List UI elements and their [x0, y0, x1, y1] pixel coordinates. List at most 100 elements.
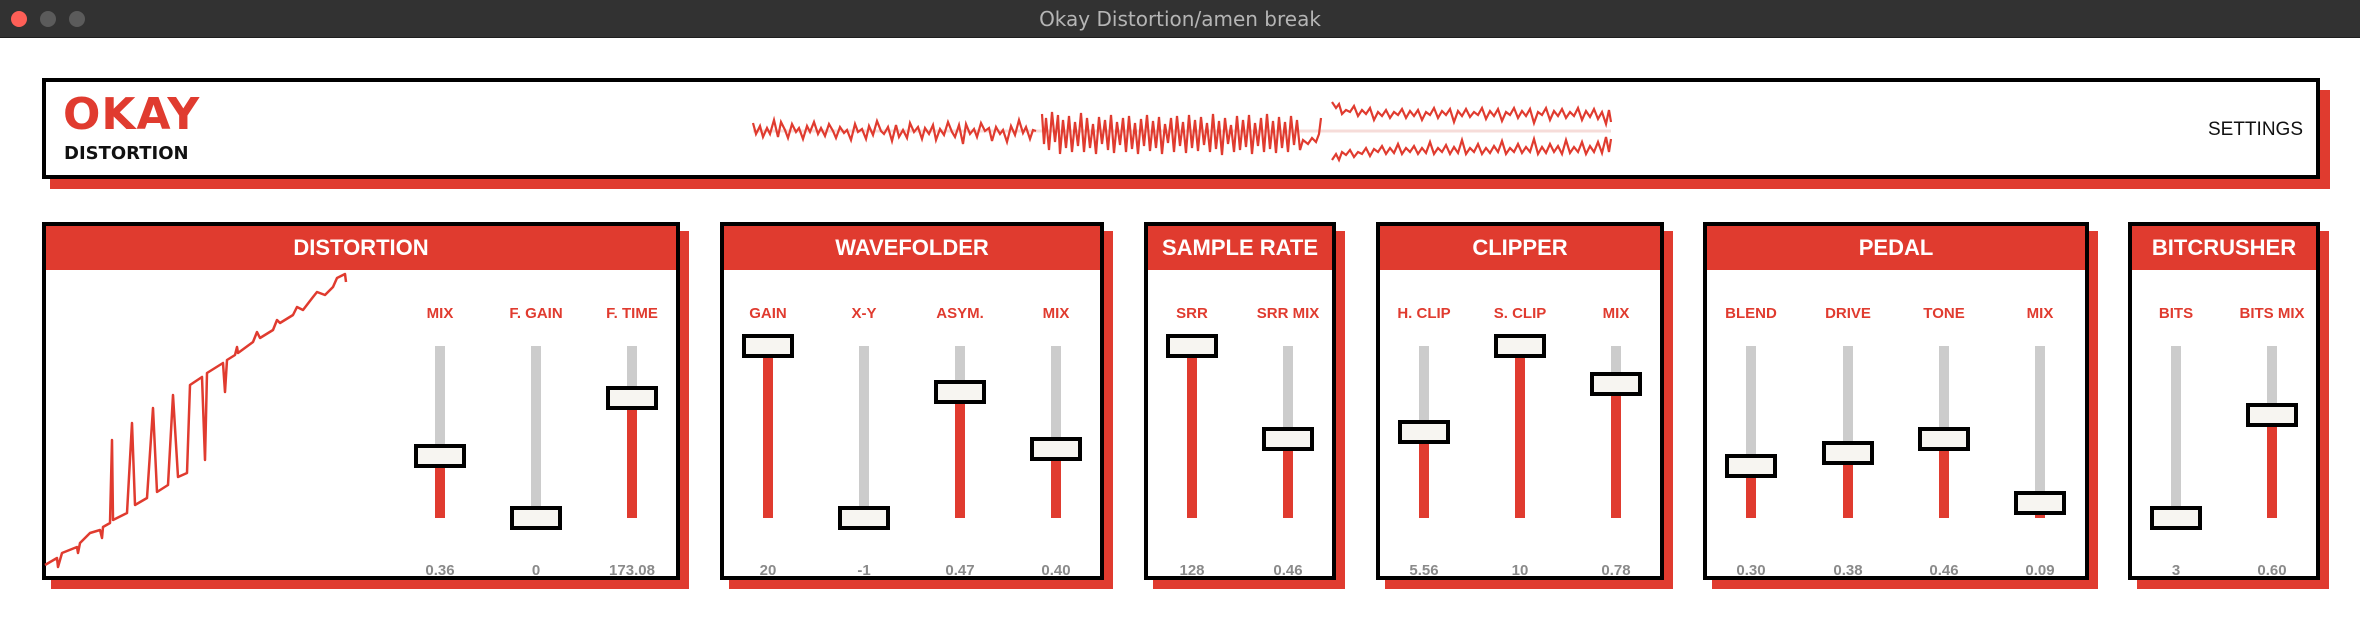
- wavefolder-asym-label: ASYM.: [936, 305, 984, 322]
- distortion-mix-slider-track[interactable]: [435, 346, 445, 518]
- wavefolder-x-y-label: X-Y: [851, 305, 877, 322]
- sample-rate-srr-mix-slider-thumb[interactable]: [1262, 426, 1314, 451]
- bitcrusher-bits-value: 3: [2171, 562, 2181, 579]
- clipper-s-clip-slider-track[interactable]: [1515, 346, 1525, 518]
- sample-rate-panel-title: SAMPLE RATE: [1148, 226, 1332, 270]
- sample-rate-srr-slider-fill: [1187, 346, 1197, 518]
- pedal-drive-slider-thumb[interactable]: [1822, 440, 1874, 465]
- waveform-section-2: [1040, 111, 1323, 156]
- distortion-f-time-value: 173.08: [609, 562, 655, 579]
- pedal-blend-slider-track[interactable]: [1746, 346, 1756, 518]
- sample-rate-srr-mix-value: 0.46: [1273, 562, 1303, 579]
- wavefolder-gain-slider-thumb[interactable]: [742, 334, 794, 358]
- settings-button[interactable]: SETTINGS: [2207, 119, 2303, 140]
- wavefolder-mix-slider-track[interactable]: [1051, 346, 1061, 518]
- window-titlebar: Okay Distortion/amen break: [0, 0, 2360, 38]
- pedal-mix-label: MIX: [2026, 305, 2054, 322]
- maximize-window-button[interactable]: [69, 11, 85, 27]
- wavefolder-panel: WAVEFOLDER GAIN 20 X-Y -1 ASYM. 0.47 MIX 0.40: [720, 222, 1104, 580]
- pedal-blend-slider-fill: [1746, 466, 1756, 518]
- waveform-section-3-left: [1331, 101, 1613, 129]
- distortion-f-gain-label: F. GAIN: [509, 305, 563, 322]
- bitcrusher-bits-slider-thumb[interactable]: [2150, 506, 2202, 530]
- header-bar: OKAY DISTORTION SETTINGS: [42, 78, 2320, 179]
- wavefolder-gain-value: 20: [759, 562, 777, 579]
- distortion-f-gain-value: 0: [531, 562, 541, 579]
- distortion-mix-slider-fill: [435, 456, 445, 518]
- window-title: Okay Distortion/amen break: [1039, 7, 1321, 31]
- bitcrusher-bits-mix-value: 0.60: [2257, 562, 2287, 579]
- wavefolder-x-y-slider-thumb[interactable]: [838, 506, 890, 530]
- bitcrusher-bits-label: BITS: [2158, 305, 2194, 322]
- pedal-blend-slider-thumb[interactable]: [1725, 454, 1777, 479]
- distortion-f-gain-slider-thumb[interactable]: [510, 506, 562, 530]
- bitcrusher-bits-mix-slider-track[interactable]: [2267, 346, 2277, 518]
- clipper-h-clip-slider-thumb[interactable]: [1398, 420, 1450, 444]
- clipper-mix-slider-fill: [1611, 383, 1621, 518]
- pedal-mix-slider-thumb[interactable]: [2014, 490, 2066, 515]
- distortion-f-time-slider-fill: [627, 397, 637, 518]
- pedal-drive-slider-fill: [1843, 452, 1853, 518]
- wavefolder-mix-label: MIX: [1042, 305, 1070, 322]
- wavefolder-x-y-slider-track[interactable]: [859, 346, 869, 518]
- bitcrusher-bits-mix-slider-thumb[interactable]: [2246, 402, 2298, 427]
- clipper-h-clip-value: 5.56: [1409, 562, 1439, 579]
- pedal-tone-slider-thumb[interactable]: [1918, 426, 1970, 451]
- wavefolder-asym-slider-fill: [955, 392, 965, 518]
- wavefolder-gain-slider-track[interactable]: [763, 346, 773, 518]
- sample-rate-srr-label: SRR: [1176, 305, 1208, 322]
- waveform-section-1: [751, 115, 1037, 146]
- clipper-mix-slider-track[interactable]: [1611, 346, 1621, 518]
- sample-rate-panel: SAMPLE RATE SRR 128 SRR MIX 0.46: [1144, 222, 1336, 580]
- sample-rate-srr-slider-track[interactable]: [1187, 346, 1197, 518]
- distortion-mix-slider-thumb[interactable]: [414, 444, 466, 469]
- pedal-tone-value: 0.46: [1929, 562, 1959, 579]
- wavefolder-mix-value: 0.40: [1041, 562, 1071, 579]
- distortion-f-gain-slider-track[interactable]: [531, 346, 541, 518]
- wavefolder-mix-slider-thumb[interactable]: [1030, 437, 1082, 462]
- pedal-tone-label: TONE: [1923, 305, 1965, 322]
- pedal-mix-value: 0.09: [2025, 562, 2055, 579]
- logo-okay: OKAY: [63, 89, 201, 140]
- clipper-panel-title: CLIPPER: [1380, 226, 1660, 270]
- pedal-drive-slider-track[interactable]: [1843, 346, 1853, 518]
- wavefolder-asym-slider-thumb[interactable]: [934, 380, 986, 405]
- waveform-display: [751, 101, 1613, 163]
- distortion-mix-label: MIX: [426, 305, 454, 322]
- clipper-s-clip-slider-thumb[interactable]: [1494, 334, 1546, 358]
- close-window-button[interactable]: [11, 11, 27, 27]
- clipper-s-clip-label: S. CLIP: [1493, 305, 1547, 322]
- clipper-mix-slider-thumb[interactable]: [1590, 371, 1642, 396]
- wavefolder-asym-slider-track[interactable]: [955, 346, 965, 518]
- pedal-tone-slider-fill: [1939, 438, 1949, 518]
- wavefolder-gain-label: GAIN: [749, 305, 787, 322]
- distortion-f-time-label: F. TIME: [606, 305, 658, 322]
- clipper-s-clip-slider-fill: [1515, 346, 1525, 518]
- bitcrusher-bits-mix-slider-fill: [2267, 414, 2277, 518]
- sample-rate-srr-slider-thumb[interactable]: [1166, 334, 1218, 358]
- bitcrusher-bits-slider-track[interactable]: [2171, 346, 2181, 518]
- wavefolder-gain-slider-fill: [763, 346, 773, 518]
- pedal-blend-label: BLEND: [1725, 305, 1777, 322]
- wavefolder-mix-slider-fill: [1051, 449, 1061, 518]
- waveform-section-3-right: [1331, 135, 1613, 163]
- distortion-f-time-slider-thumb[interactable]: [606, 385, 658, 410]
- clipper-panel: CLIPPER H. CLIP 5.56 S. CLIP 10 MIX 0.78: [1376, 222, 1664, 580]
- pedal-panel-title: PEDAL: [1707, 226, 2085, 270]
- minimize-window-button[interactable]: [40, 11, 56, 27]
- wavefolder-panel-title: WAVEFOLDER: [724, 226, 1100, 270]
- clipper-mix-value: 0.78: [1601, 562, 1631, 579]
- bitcrusher-panel: BITCRUSHER BITS 3 BITS MIX 0.60: [2128, 222, 2320, 580]
- bitcrusher-bits-mix-label: BITS MIX: [2239, 305, 2305, 322]
- pedal-blend-value: 0.30: [1736, 562, 1766, 579]
- clipper-mix-label: MIX: [1602, 305, 1630, 322]
- pedal-drive-value: 0.38: [1833, 562, 1863, 579]
- distortion-f-time-slider-track[interactable]: [627, 346, 637, 518]
- pedal-panel: PEDAL BLEND 0.30 DRIVE 0.38 TONE 0.46 MIX 0.09: [1703, 222, 2089, 580]
- sample-rate-srr-mix-slider-fill: [1283, 438, 1293, 518]
- clipper-h-clip-label: H. CLIP: [1397, 305, 1451, 322]
- wavefolder-x-y-value: -1: [857, 562, 871, 579]
- pedal-drive-label: DRIVE: [1825, 305, 1871, 322]
- sample-rate-srr-value: 128: [1179, 562, 1205, 579]
- clipper-s-clip-value: 10: [1511, 562, 1529, 579]
